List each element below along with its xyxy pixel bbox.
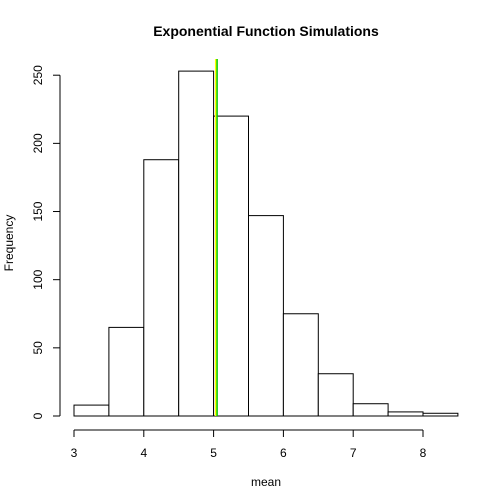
x-tick-label: 6 [280,446,287,460]
y-axis-label: Frequency [2,215,16,272]
histogram-bar [282,313,319,417]
histogram-bar [248,215,284,417]
y-tick-label: 250 [31,65,45,85]
histogram-bar [143,159,180,417]
x-axis: 3 4 5 6 7 8 [71,429,427,460]
histogram-bar [352,403,389,417]
bars-group [73,70,459,417]
x-tick-label: 5 [210,446,217,460]
x-tick-label: 7 [350,446,357,460]
histogram-bar [387,411,424,417]
histogram-bar [108,326,145,417]
histogram-bar [422,412,459,417]
y-axis: 0 50 100 150 200 250 [31,65,61,419]
histogram-bar [213,115,250,417]
y-tick-label: 100 [31,269,45,289]
histogram-bar [73,404,110,417]
x-tick-label: 4 [140,446,147,460]
chart-title: Exponential Function Simulations [153,23,379,39]
y-tick-label: 0 [31,412,45,419]
histogram-bar [178,70,215,417]
x-axis-label: mean [251,475,281,489]
y-tick-label: 200 [31,133,45,153]
x-tick-label: 3 [71,446,78,460]
x-tick-label: 8 [420,446,427,460]
histogram-bar [317,373,354,417]
reference-lines-group [214,59,218,416]
y-tick-label: 150 [31,201,45,221]
y-tick-label: 50 [31,341,45,355]
